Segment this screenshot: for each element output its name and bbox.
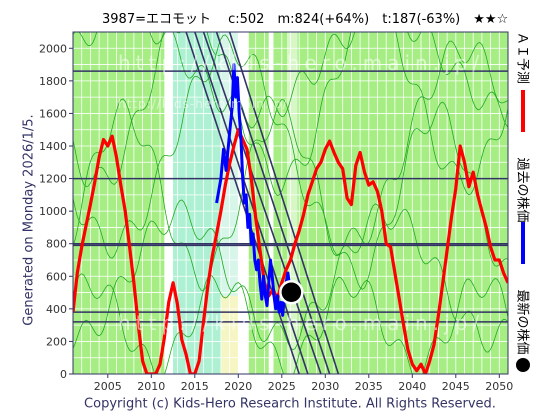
band-green-2 [273, 32, 508, 374]
x-tick-label-1: 2010 [137, 380, 165, 393]
trend-channel-0 [185, 32, 300, 374]
trend-channel-3 [228, 32, 340, 374]
legend-latest-dot [516, 358, 530, 372]
envelope-curve-5 [73, 32, 508, 129]
x-tick-label-3: 2020 [224, 380, 252, 393]
chart-title: 3987=エコモット c:502 m:824(+64%) t:187(-63%)… [102, 12, 509, 27]
legend-ai-label: ＡＩ予測 [514, 31, 530, 85]
x-tick-label-0: 2005 [94, 380, 122, 393]
y-tick-label-1: 200 [46, 335, 67, 348]
legend-past-swatch [521, 222, 525, 264]
x-tick-label-4: 2025 [268, 380, 296, 393]
y-tick-label-3: 600 [46, 270, 67, 283]
x-tick-label-9: 2050 [485, 380, 513, 393]
watermark-0: http://kids-hero.main.jp/ [118, 51, 484, 75]
legend-past-label: 過去の株価 [514, 157, 530, 223]
trend-channel-1 [194, 32, 309, 374]
legend-latest-label: 最新の株価 [514, 289, 530, 355]
x-tick-label-7: 2040 [398, 380, 426, 393]
y-tick-label-0: 0 [60, 368, 67, 381]
band-green-0 [73, 32, 165, 374]
y-tick-label-7: 1400 [39, 140, 67, 153]
y-tick-label-8: 1600 [39, 107, 67, 120]
series-line-0 [73, 128, 508, 374]
trend-channel-2 [202, 32, 322, 374]
y-tick-label-10: 2000 [39, 42, 67, 55]
watermark-2: http://kids-hero.main.jp/ [118, 311, 484, 335]
x-tick-label-5: 2030 [311, 380, 339, 393]
plot-frame [72, 31, 509, 375]
copyright-footer: Copyright (c) Kids-Hero Research Institu… [84, 396, 496, 412]
y-tick-label-4: 800 [46, 238, 67, 251]
band-now [287, 32, 298, 374]
y-tick-label-6: 1200 [39, 173, 67, 186]
watermark-1: http://kids-hero.main.jp/ [118, 97, 288, 111]
generated-label: Generated on Monday 2026/1/5. [21, 114, 37, 326]
x-tick-label-2: 2015 [181, 380, 209, 393]
x-tick-label-6: 2035 [355, 380, 383, 393]
y-tick-label-2: 400 [46, 303, 67, 316]
y-tick-label-5: 1000 [39, 205, 67, 218]
series-line-1 [215, 63, 292, 317]
legend-ai-swatch [521, 90, 525, 132]
envelope-curve-2 [73, 98, 508, 292]
y-tick-label-9: 1800 [39, 75, 67, 88]
x-tick-label-8: 2045 [442, 380, 470, 393]
envelope-curve-0 [73, 32, 508, 196]
envelope-curve-1 [73, 34, 508, 259]
latest-price-marker [279, 279, 304, 305]
